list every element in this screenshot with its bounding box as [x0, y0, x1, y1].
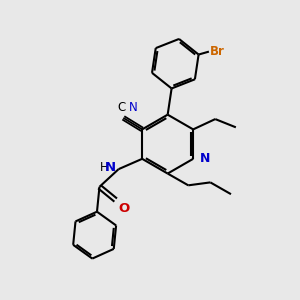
Text: N: N [200, 152, 210, 165]
Text: O: O [118, 202, 129, 214]
Text: N: N [104, 161, 116, 174]
Text: Br: Br [210, 44, 225, 58]
Text: H: H [100, 161, 108, 174]
Text: C: C [118, 101, 126, 114]
Text: N: N [129, 101, 137, 114]
